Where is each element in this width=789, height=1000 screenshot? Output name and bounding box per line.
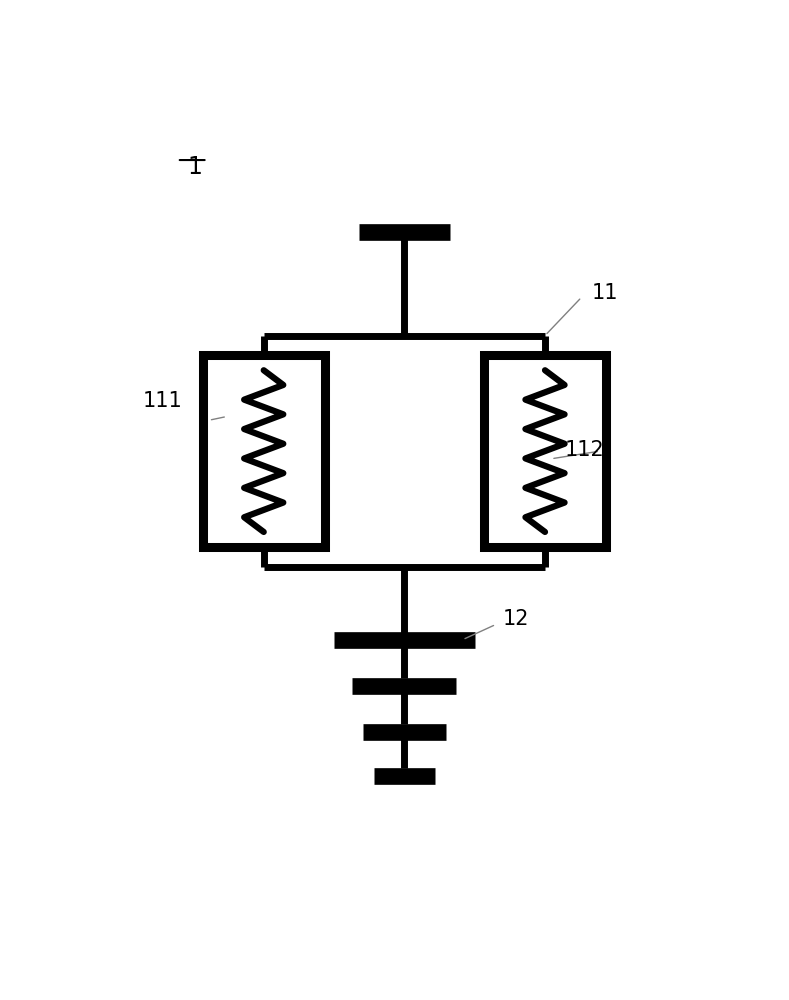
Text: 12: 12	[502, 609, 529, 629]
Text: 11: 11	[592, 283, 619, 303]
Bar	[203, 355, 325, 547]
Text: 1: 1	[187, 155, 202, 179]
Text: 112: 112	[565, 440, 604, 460]
Text: 111: 111	[143, 391, 182, 411]
Bar	[484, 355, 606, 547]
